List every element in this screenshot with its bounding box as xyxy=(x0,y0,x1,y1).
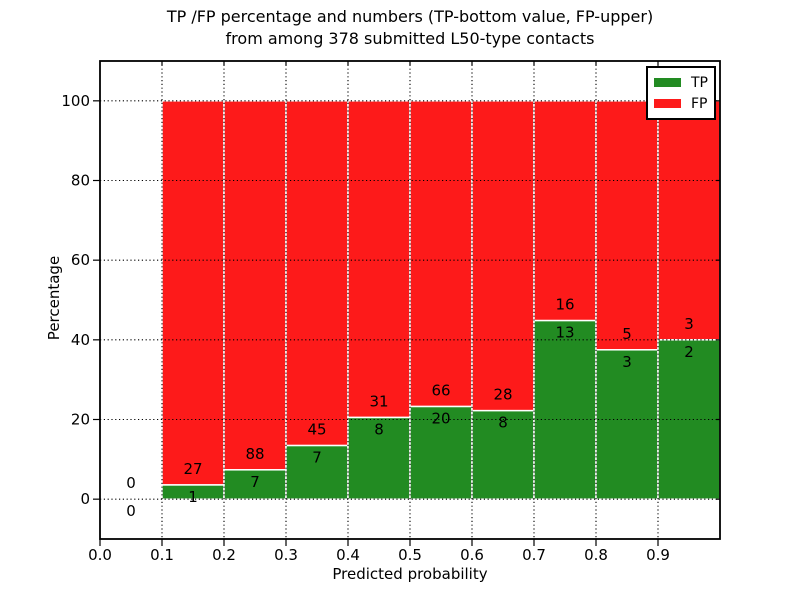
chart-title-line2: from among 378 submitted L50-type contac… xyxy=(225,29,595,48)
x-tick-label: 0.8 xyxy=(584,546,608,564)
tp-count-label: 0 xyxy=(126,502,136,520)
bar-tp-segment xyxy=(595,349,659,500)
x-tick-label: 0.6 xyxy=(460,546,484,564)
fp-count-label: 27 xyxy=(183,460,202,478)
fp-count-label: 0 xyxy=(126,474,136,492)
bar-tp-segment xyxy=(533,319,597,500)
bar-fp-segment xyxy=(285,100,349,447)
y-tick-label: 20 xyxy=(71,411,90,429)
bar-fp-segment xyxy=(161,100,225,486)
tp-count-label: 2 xyxy=(684,343,694,361)
x-tick-label: 0.4 xyxy=(336,546,360,564)
legend-label-tp: TP xyxy=(691,74,708,91)
legend: TP FP xyxy=(646,66,716,120)
legend-item-tp: TP xyxy=(654,72,708,93)
fp-count-label: 5 xyxy=(622,325,632,343)
tp-count-label: 7 xyxy=(250,473,260,491)
bar-fp-segment xyxy=(657,100,721,341)
fp-count-label: 28 xyxy=(493,386,512,404)
y-tick-label: 100 xyxy=(61,92,90,110)
tp-count-label: 8 xyxy=(498,414,508,432)
fp-count-label: 45 xyxy=(307,421,326,439)
tp-count-label: 20 xyxy=(431,410,450,428)
y-axis-label: Percentage xyxy=(45,255,63,341)
x-tick-label: 0.9 xyxy=(646,546,670,564)
x-tick-label: 0.7 xyxy=(522,546,546,564)
x-tick-label: 0.3 xyxy=(274,546,298,564)
fp-count-label: 16 xyxy=(555,296,574,314)
chart-title-line1: TP /FP percentage and numbers (TP-bottom… xyxy=(166,7,654,26)
fp-swatch-icon xyxy=(654,99,681,108)
y-tick-label: 0 xyxy=(80,490,90,508)
x-tick-label: 0.5 xyxy=(398,546,422,564)
fp-count-label: 31 xyxy=(369,392,388,410)
bar-tp-segment xyxy=(223,469,287,500)
bar-fp-segment xyxy=(533,100,597,322)
tp-count-label: 8 xyxy=(374,420,384,438)
tp-count-label: 3 xyxy=(622,353,632,371)
tp-count-label: 1 xyxy=(188,488,198,506)
x-tick-label: 0.1 xyxy=(150,546,174,564)
tp-swatch-icon xyxy=(654,78,681,87)
y-tick-label: 60 xyxy=(71,251,90,269)
bar-fp-segment xyxy=(595,100,659,351)
tp-count-label: 7 xyxy=(312,449,322,467)
legend-item-fp: FP xyxy=(654,93,708,114)
y-tick-label: 80 xyxy=(71,172,90,190)
x-tick-label: 0.2 xyxy=(212,546,236,564)
tp-count-label: 13 xyxy=(555,324,574,342)
x-axis-label: Predicted probability xyxy=(332,565,488,583)
bar-fp-segment xyxy=(471,100,535,412)
fp-count-label: 88 xyxy=(245,445,264,463)
bar-fp-segment xyxy=(409,100,473,408)
bar-fp-segment xyxy=(347,100,411,419)
legend-label-fp: FP xyxy=(691,95,708,112)
bar-fp-segment xyxy=(223,100,287,471)
x-tick-label: 0.0 xyxy=(88,546,112,564)
fp-count-label: 3 xyxy=(684,315,694,333)
fp-count-label: 66 xyxy=(431,382,450,400)
chart-title: TP /FP percentage and numbers (TP-bottom… xyxy=(100,6,720,50)
y-tick-label: 40 xyxy=(71,331,90,349)
